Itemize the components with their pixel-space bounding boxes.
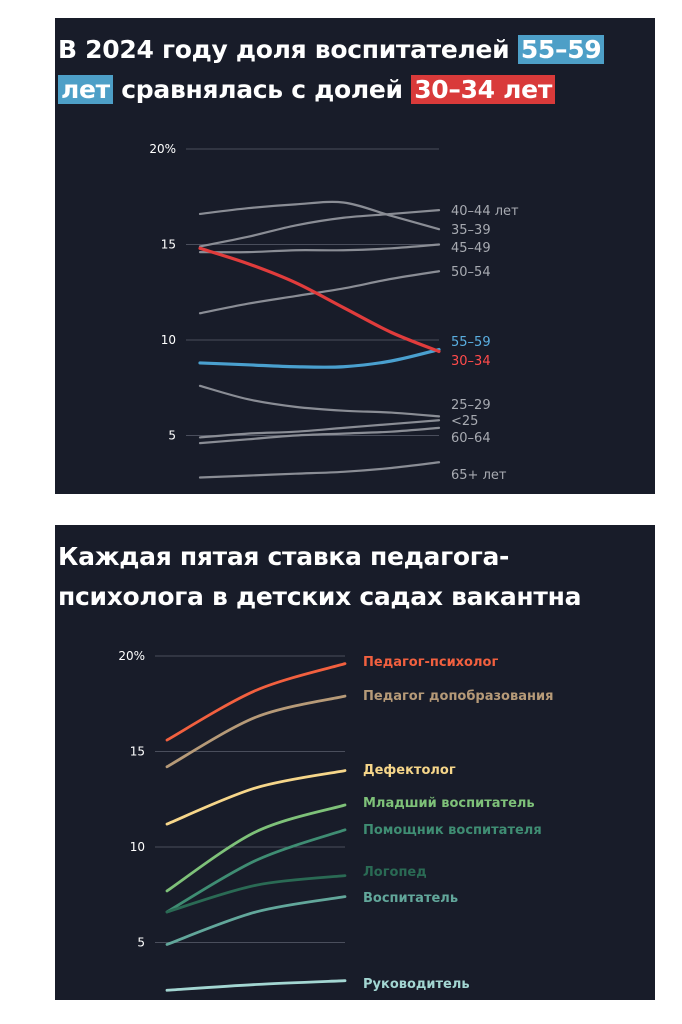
series-line-45-49 [198,243,441,254]
series-line-65-лет [198,461,441,479]
series-line-младший-воспитатель [165,803,347,893]
chart-2-title: Каждая пятая ставка педагога-психолога в… [58,542,582,611]
series-line-55-59 [198,347,441,369]
series-line-педагог-психолог [165,662,347,742]
series-label-логопед: Логопед [363,865,427,880]
series-label-педагог-допобразования: Педагог допобразования [363,689,553,704]
chart-2-plot: 20% 15 10 5 Педагог-психолог Педагог допобраз… [118,649,553,992]
y-tick-label: 10 [161,333,176,347]
series-line-дефектолог [165,769,347,826]
y-tick-label: 20% [118,649,145,663]
y-tick-label: 20% [149,142,176,156]
series-label-25-29: 25–29 [451,398,491,413]
series-line-воспитатель [165,895,347,946]
y-tick-label: 10 [130,840,145,854]
series-line-50-54 [198,270,441,315]
series-line-30-34 [198,246,441,354]
series-line-руководитель [165,979,347,992]
series-label-60-64: 60–64 [451,431,491,446]
series-label-50-54: 50–54 [451,265,491,280]
series-line-40-44-лет [198,209,441,248]
series-line-35-39 [198,200,441,231]
series-line-60-64 [198,426,441,445]
series-label-воспитатель: Воспитатель [363,891,458,906]
chart-panel-age-shares: В 2024 году доля воспитателей 55–59 лет … [55,18,655,494]
series-label-40-44-лет: 40–44 лет [451,204,519,219]
series-label-педагог-психолог: Педагог-психолог [363,655,498,670]
y-tick-label: 15 [161,238,176,252]
y-tick-label: 15 [130,745,145,759]
series-line-помощник-воспитателя [165,828,347,914]
y-tick-label: 5 [168,429,176,443]
highlight-30-34: 30–34 лет [411,75,556,104]
series-label-35-39: 35–39 [451,223,491,238]
series-label-65-лет: 65+ лет [451,468,507,483]
series-label-30-34: 30–34 [451,354,491,369]
highlight-55-59: 55–59 [517,35,605,64]
chart-panel-vacancies: Каждая пятая ставка педагога-психолога в… [55,525,655,1000]
series-label-45-49: 45–49 [451,241,491,256]
series-label-помощник-воспитателя: Помощник воспитателя [363,823,542,838]
series-label-55-59: 55–59 [451,335,491,350]
chart-1-title: В 2024 году доля воспитателей 55–59 лет … [58,30,648,110]
series-label-25: <25 [451,414,478,429]
series-label-руководитель: Руководитель [363,977,470,992]
y-tick-label: 5 [137,936,145,950]
series-label-младший-воспитатель: Младший воспитатель [363,796,535,811]
highlight-let: лет [58,75,113,104]
series-line-педагог-допобразования [165,694,347,769]
series-line-25 [198,419,441,439]
series-label-дефектолог: Дефектолог [363,763,456,778]
series-line-логопед [165,874,347,914]
chart-1-plot: 20% 15 10 5 40–44 лет 35–39 45–49 50–54 55–59 30–… [149,142,519,483]
series-line-25-29 [198,384,441,418]
